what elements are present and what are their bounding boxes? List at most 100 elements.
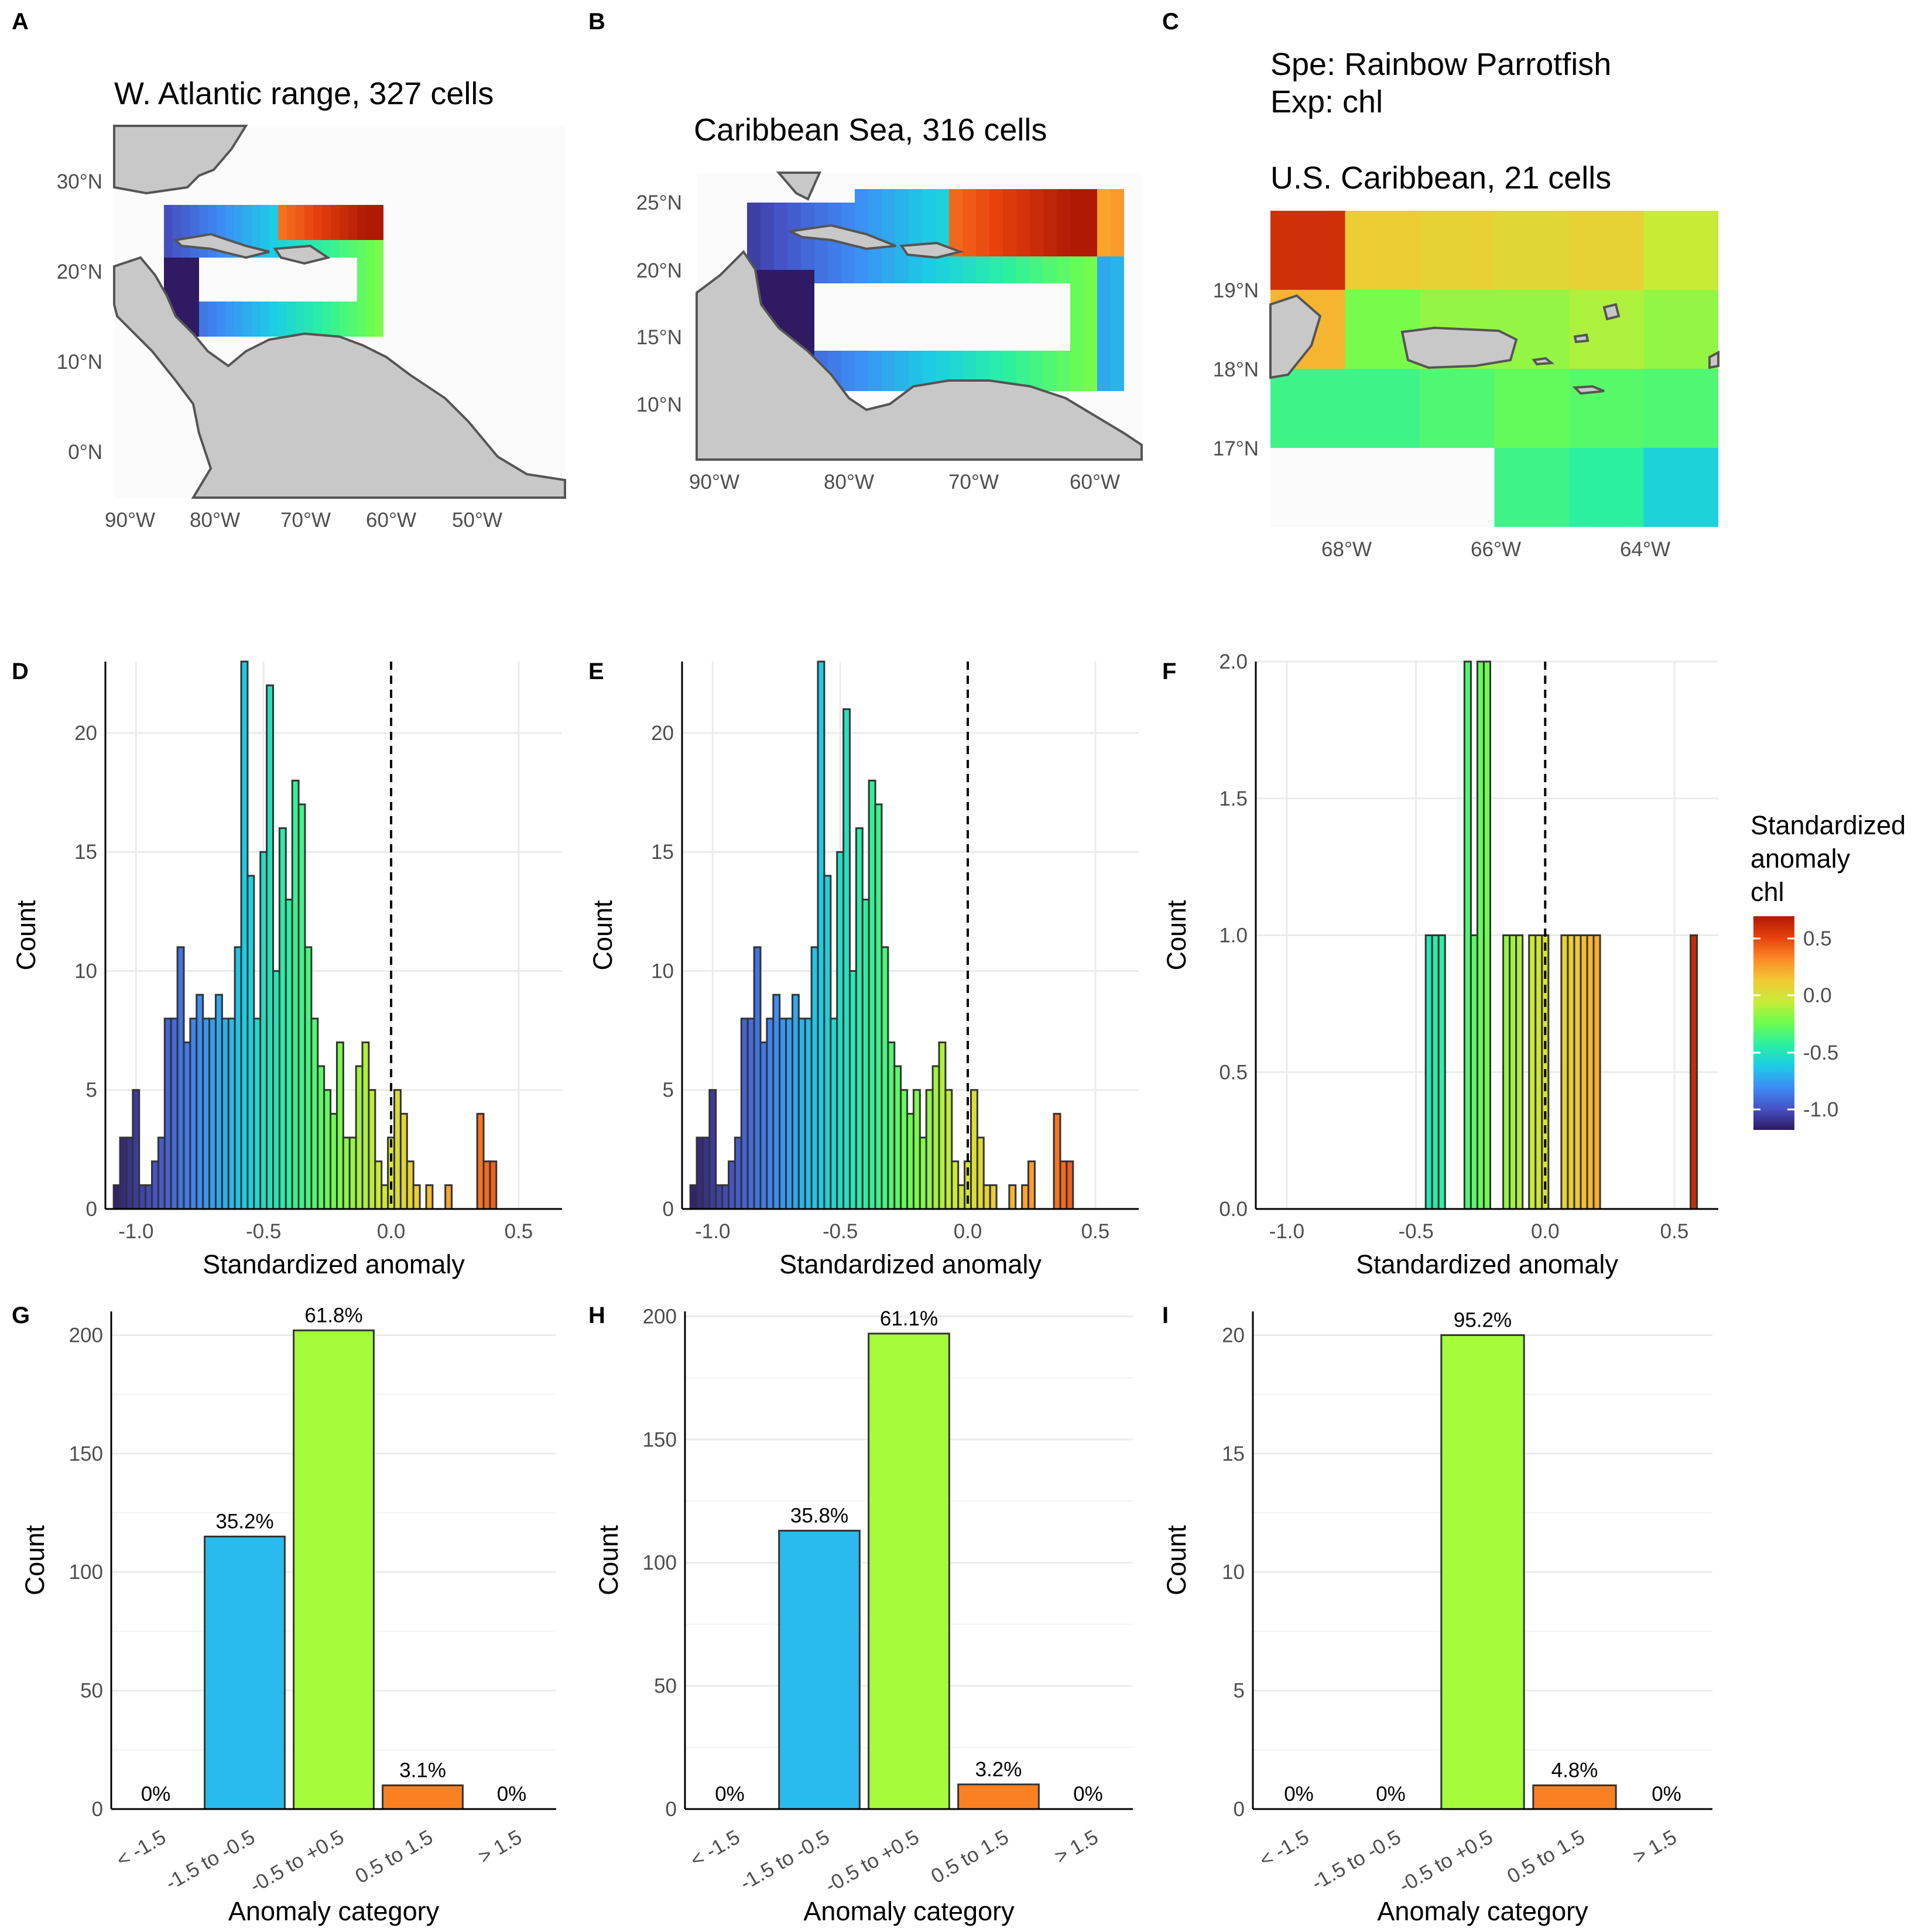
map-cell (787, 270, 801, 283)
map-cell (1097, 324, 1111, 337)
map-cell (304, 319, 313, 328)
map-cell (287, 205, 296, 214)
map-cell (304, 231, 313, 240)
y-tick-label: 0.0 (1219, 1198, 1248, 1221)
x-tick-label: -1.5 to -0.5 (162, 1825, 259, 1895)
map-cell (366, 249, 375, 258)
histogram-bar (951, 1160, 960, 1210)
map-cell (1111, 256, 1124, 270)
map-cell (296, 231, 304, 240)
map-cell (375, 231, 383, 240)
map-cell (225, 310, 234, 319)
x-axis-title: Anomaly category (1377, 1896, 1588, 1926)
histogram-bar (772, 994, 781, 1210)
y-axis-title: Count (1162, 1525, 1191, 1595)
map-cell (922, 189, 936, 203)
map-cell (234, 214, 243, 222)
bar-percent-label: 35.2% (215, 1510, 273, 1533)
map-cell (296, 310, 304, 319)
map-cell (269, 319, 278, 328)
map-cell (348, 302, 357, 310)
map-b-lon-ticks: 90°W 80°W 70°W 60°W (689, 471, 1120, 494)
map-cell (357, 258, 366, 266)
map-cell (375, 328, 383, 337)
histogram-bar (696, 1136, 704, 1210)
histogram-bar (1509, 934, 1517, 1210)
map-cell (1111, 243, 1124, 256)
legend-title-line-1: Standardized (1751, 810, 1906, 840)
map-cell (357, 205, 366, 214)
map-cell (304, 205, 313, 214)
map-cell (949, 351, 962, 364)
panel-letter-a: A (12, 9, 29, 35)
map-cell (1057, 243, 1070, 256)
histogram-bar (919, 1136, 927, 1210)
bar-percent-label: 4.8% (1551, 1759, 1598, 1782)
histogram-bar (119, 1136, 128, 1210)
histogram-bar (1463, 660, 1472, 1210)
map-cell (1097, 203, 1111, 216)
map-cell (841, 243, 855, 256)
map-cell (340, 302, 348, 310)
histogram-bar (938, 1041, 947, 1210)
histogram-bar (753, 946, 762, 1210)
map-cell (348, 328, 357, 337)
map-cell (1097, 229, 1111, 243)
map-cell (787, 203, 801, 216)
histogram-bar (1580, 934, 1588, 1210)
map-cell (1084, 324, 1097, 337)
map-cell (340, 310, 348, 319)
histogram-bar (715, 1184, 724, 1210)
y-tick-label: 150 (69, 1443, 103, 1465)
map-cell (801, 310, 814, 324)
map-cell (814, 203, 828, 216)
category-bar (204, 1536, 286, 1810)
histogram-bar (1431, 934, 1440, 1210)
y-tick-label: 5 (86, 1079, 97, 1102)
x-tick-label: < -1.5 (687, 1825, 744, 1872)
map-cell (217, 319, 225, 328)
map-cell (164, 249, 173, 258)
map-cell (801, 216, 814, 229)
histogram-bar (925, 1089, 934, 1210)
map-cell (225, 328, 234, 337)
map-cell (173, 231, 181, 240)
histogram-bar (989, 1184, 998, 1210)
map-cell (1043, 270, 1057, 283)
map-cell (814, 256, 828, 270)
map-cell (181, 284, 190, 293)
map-cell (1043, 189, 1057, 203)
map-cell (313, 231, 322, 240)
map-cell (348, 249, 357, 258)
map-cell (882, 216, 895, 229)
histogram-bar (842, 708, 851, 1210)
histogram-bar (355, 1065, 364, 1210)
histogram-bar (976, 1136, 985, 1210)
histogram-bar (1027, 1160, 1036, 1210)
map-cell (357, 293, 366, 302)
panel-letter-g: G (12, 1303, 30, 1328)
map-cell (882, 378, 895, 391)
map-cell (287, 214, 296, 222)
legend-colorbar (1753, 916, 1794, 1130)
map-cell (1030, 270, 1043, 283)
map-cell (801, 297, 814, 310)
map-cell (1084, 203, 1097, 216)
x-axis-title: Standardized anomaly (1356, 1249, 1618, 1279)
svg-text:25°N: 25°N (636, 191, 682, 214)
map-cell (340, 249, 348, 258)
histogram-bar (202, 1018, 211, 1210)
histogram-bar (176, 946, 185, 1210)
map-cell (322, 214, 331, 222)
map-cell (278, 302, 287, 310)
map-cell (1084, 378, 1097, 391)
panel-a-title: W. Atlantic range, 327 cells (114, 76, 494, 111)
map-cell (173, 222, 181, 231)
map-cell (1643, 448, 1718, 527)
map-cell (841, 216, 855, 229)
map-cell (868, 270, 882, 283)
map-cell (331, 319, 340, 328)
map-cell (278, 328, 287, 337)
map-cell (1097, 337, 1111, 351)
histogram-bar (278, 827, 287, 1210)
